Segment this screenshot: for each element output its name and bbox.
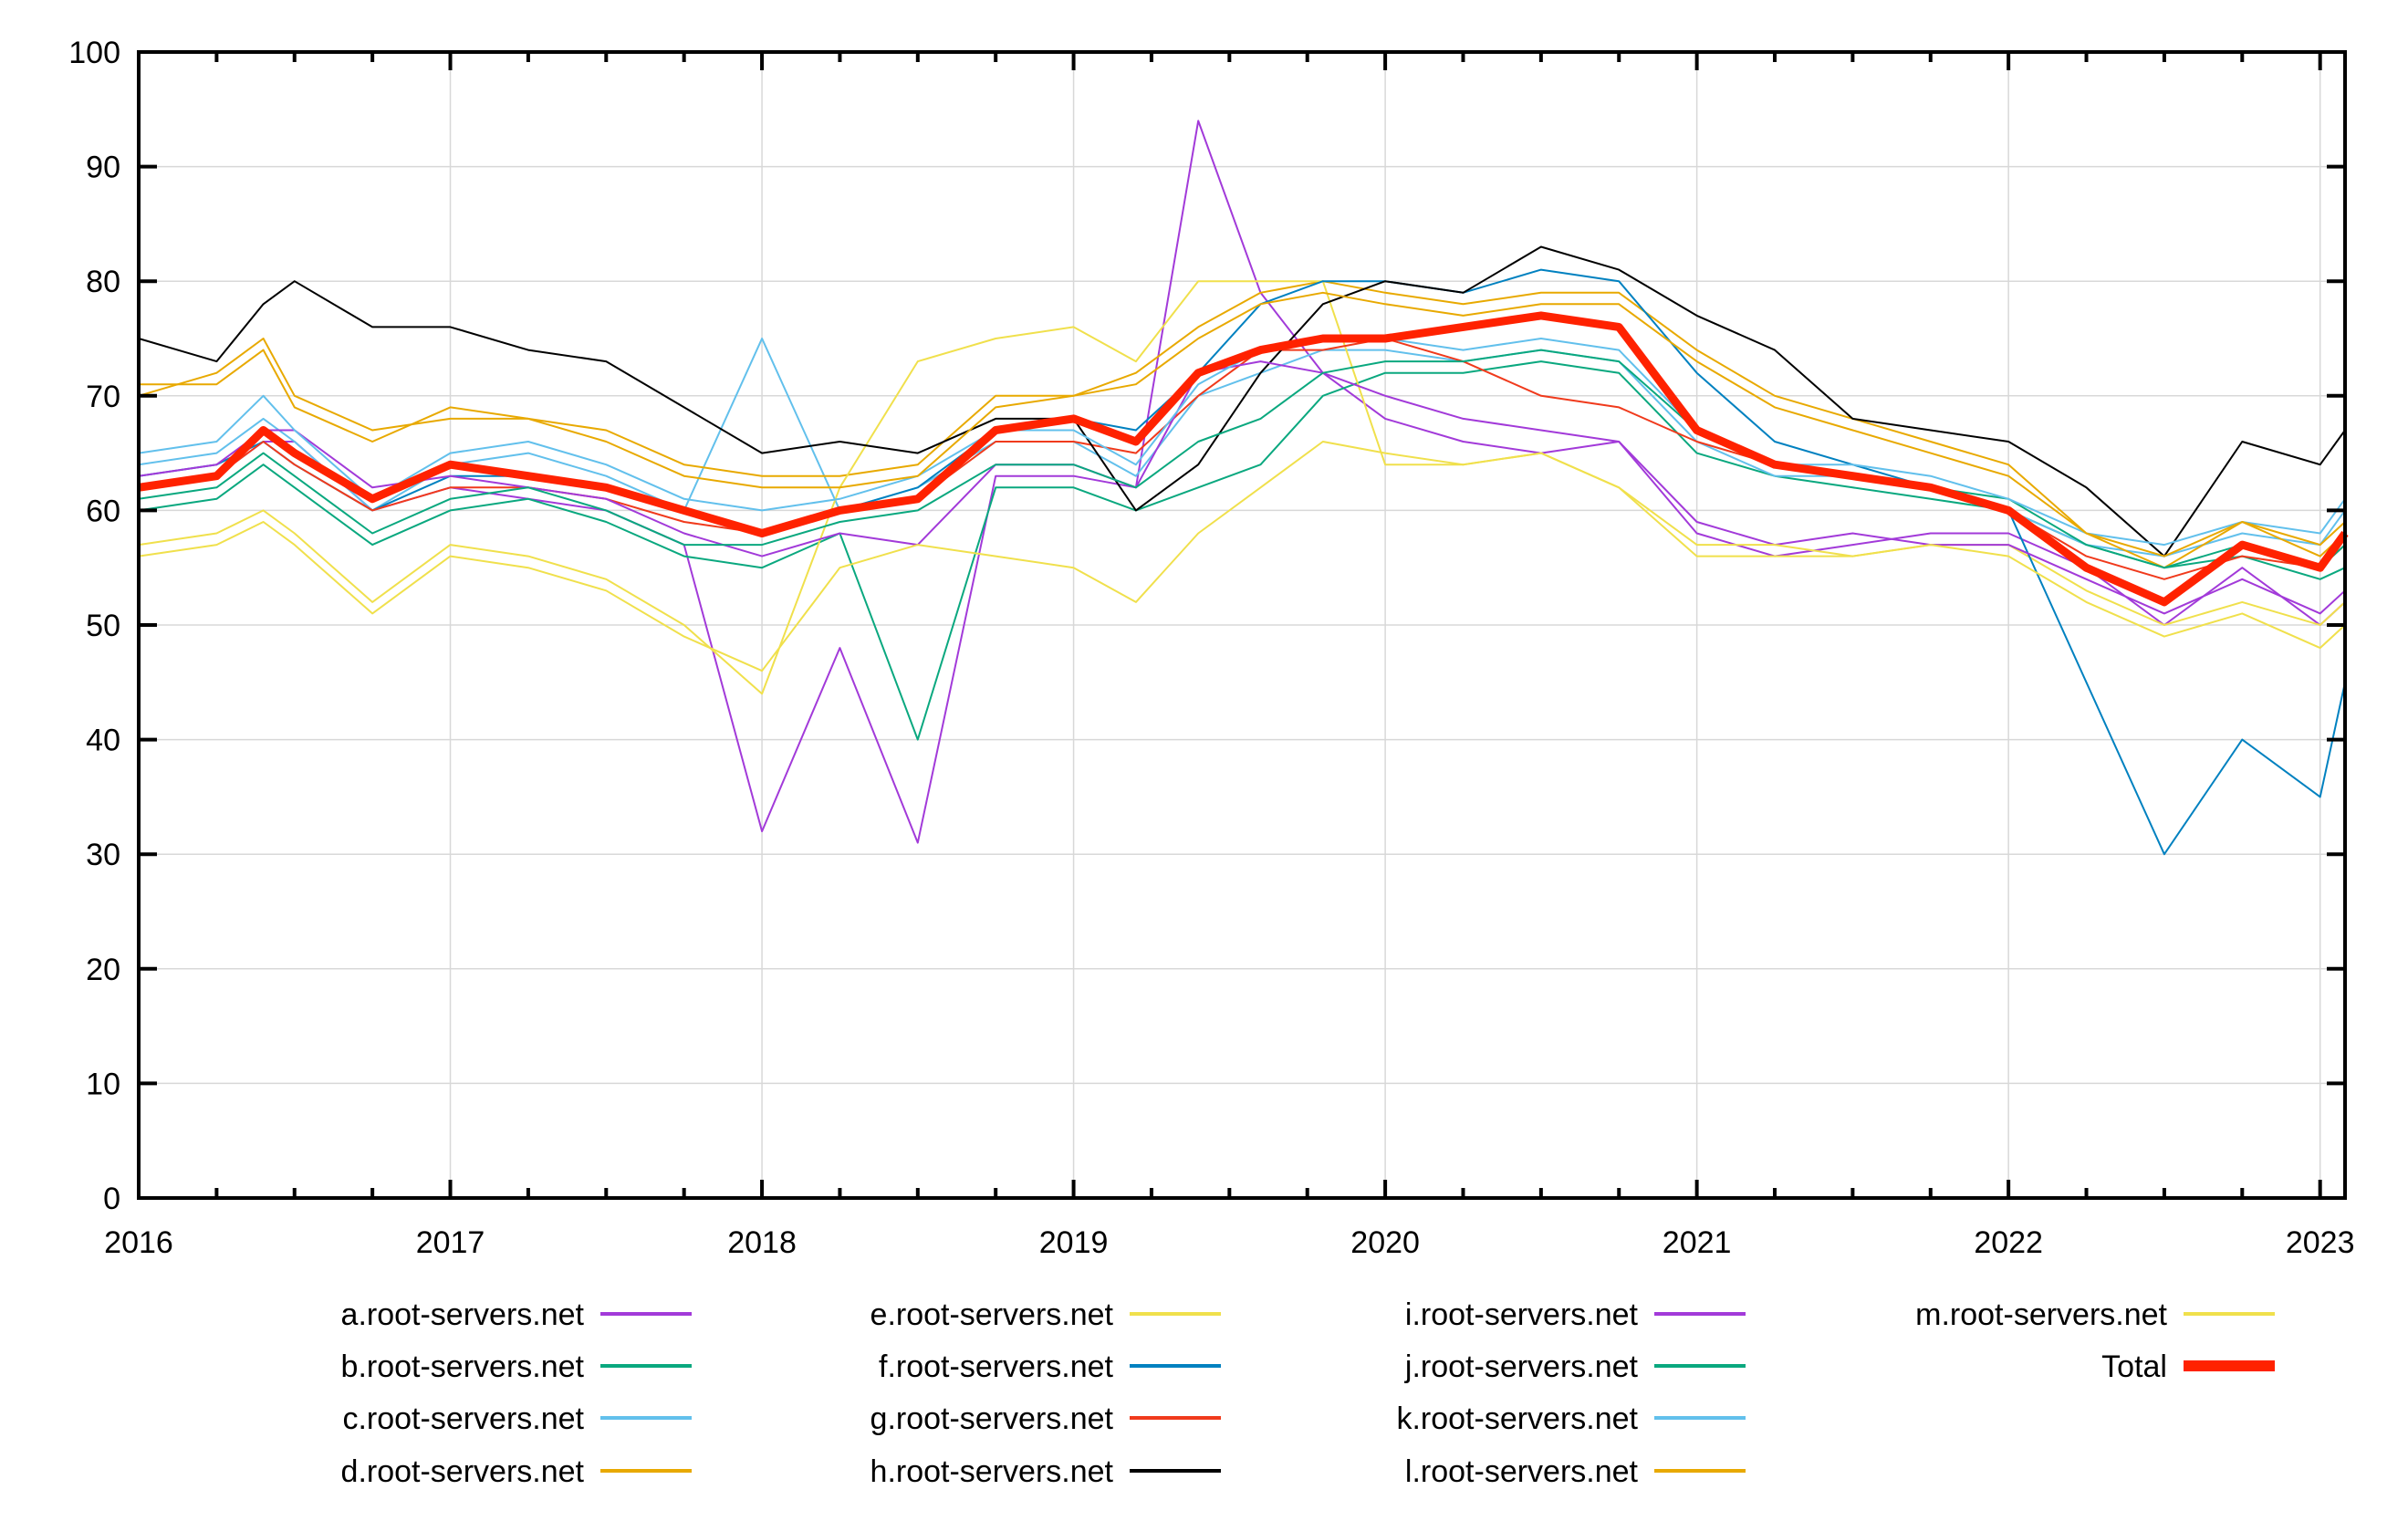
legend-label: c.root-servers.net [342, 1401, 584, 1436]
legend-label: a.root-servers.net [341, 1297, 585, 1332]
legend-item: l.root-servers.net [1405, 1454, 1746, 1489]
x-tick-label: 2019 [1039, 1225, 1109, 1260]
legend-label: l.root-servers.net [1405, 1454, 1639, 1489]
y-tick-label: 100 [68, 36, 120, 70]
y-tick-label: 40 [86, 724, 120, 758]
series-line-d [138, 280, 2346, 569]
legend-item: c.root-servers.net [342, 1401, 692, 1436]
axis-ticks [137, 50, 2345, 1200]
legend-label: e.root-servers.net [870, 1297, 1114, 1332]
legend-item: f.root-servers.net [879, 1349, 1221, 1384]
series-line-m [138, 441, 2346, 672]
series-line-a [138, 120, 2346, 844]
series-lines [138, 120, 2349, 856]
y-tick-label: 0 [103, 1182, 120, 1216]
legend-label: i.root-servers.net [1405, 1297, 1639, 1332]
legend-item: Total [2101, 1349, 2275, 1384]
legend: a.root-servers.net b.root-servers.net c.ro… [341, 1297, 2275, 1489]
x-tick-label: 2022 [1974, 1225, 2043, 1260]
y-axis-labels: 0 10 20 30 40 50 60 70 80 90 100 [68, 36, 120, 1216]
legend-item: b.root-servers.net [341, 1349, 692, 1384]
legend-label: h.root-servers.net [870, 1454, 1114, 1489]
series-line-g [138, 338, 2346, 580]
series-line-j [138, 349, 2346, 569]
series-line-h [138, 245, 2346, 557]
y-tick-label: 90 [86, 151, 120, 185]
x-tick-label: 2023 [2286, 1225, 2355, 1260]
x-tick-label: 2021 [1663, 1225, 1732, 1260]
legend-item: d.root-servers.net [341, 1454, 692, 1489]
y-tick-label: 50 [86, 609, 120, 643]
series-line-k [138, 338, 2346, 547]
y-tick-label: 80 [86, 265, 120, 299]
y-tick-label: 70 [86, 380, 120, 414]
legend-label: f.root-servers.net [879, 1349, 1114, 1384]
x-tick-label: 2020 [1350, 1225, 1420, 1260]
legend-item: j.root-servers.net [1404, 1349, 1746, 1384]
legend-label: Total [2101, 1349, 2167, 1384]
legend-item: m.root-servers.net [1915, 1297, 2275, 1332]
x-axis-labels: 2016 2017 2018 2019 2020 2021 2022 2023 [104, 1225, 2354, 1260]
legend-item: g.root-servers.net [870, 1401, 1221, 1436]
legend-item: i.root-servers.net [1405, 1297, 1746, 1332]
y-tick-label: 60 [86, 494, 120, 528]
series-line-l [139, 291, 2346, 557]
series-line-total [138, 311, 2349, 607]
legend-item: h.root-servers.net [870, 1454, 1221, 1489]
grid-lines [139, 52, 2345, 1198]
y-tick-label: 30 [86, 838, 120, 872]
legend-item: a.root-servers.net [341, 1297, 692, 1332]
x-tick-label: 2018 [727, 1225, 797, 1260]
legend-label: k.root-servers.net [1396, 1401, 1638, 1436]
legend-label: d.root-servers.net [341, 1454, 585, 1489]
x-tick-label: 2017 [416, 1225, 485, 1260]
y-tick-label: 20 [86, 953, 120, 987]
x-tick-label: 2016 [104, 1225, 173, 1260]
legend-label: m.root-servers.net [1915, 1297, 2167, 1332]
legend-item: e.root-servers.net [870, 1297, 1221, 1332]
legend-label: g.root-servers.net [870, 1401, 1114, 1436]
y-tick-label: 10 [86, 1067, 120, 1101]
legend-label: b.root-servers.net [341, 1349, 585, 1384]
legend-item: k.root-servers.net [1396, 1401, 1746, 1436]
legend-label: j.root-servers.net [1404, 1349, 1639, 1384]
